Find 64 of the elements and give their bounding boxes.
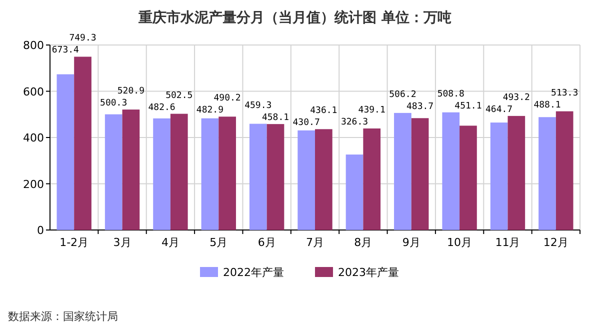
bar [508,116,526,230]
x-tick-label: 9月 [402,236,420,249]
x-tick-label: 11月 [495,236,520,249]
legend-label: 2022年产量 [223,266,284,279]
data-label: 749.3 [69,34,96,44]
x-tick-label: 8月 [354,236,372,249]
chart-title: 重庆市水泥产量分月（当月值）统计图 单位：万吨 [138,9,452,26]
bar [122,110,140,230]
bar [315,129,332,230]
bar [490,122,508,230]
bar [538,117,556,230]
data-label: 458.1 [262,112,290,123]
bar [218,116,236,230]
bar [346,154,364,230]
y-tick-label: 600 [23,85,44,98]
bar [363,128,381,230]
data-label: 459.3 [244,100,272,111]
data-label: 439.1 [358,105,386,116]
x-tick-label: 10月 [447,236,472,249]
bar [249,124,267,230]
data-label: 488.1 [534,100,561,110]
bar [460,126,477,230]
legend-label: 2023年产量 [338,266,399,279]
data-label: 506.2 [389,90,416,100]
y-tick-label: 800 [23,39,44,52]
x-tick-label: 1-2月 [60,236,89,249]
data-label: 483.7 [406,102,434,112]
y-tick-label: 0 [37,224,44,237]
bar [201,118,219,230]
data-label: 500.3 [100,98,128,109]
bar [556,111,574,230]
bar [74,56,92,230]
bar [170,114,188,230]
data-label: 520.9 [117,86,144,97]
data-label: 490.2 [214,94,241,104]
bar [104,114,122,230]
data-label: 326.3 [340,117,368,128]
x-tick-label: 12月 [543,236,568,249]
source-note: 数据来源：国家统计局 [8,310,118,323]
x-tick-label: 6月 [258,236,276,249]
data-label: 430.7 [292,118,320,128]
data-label: 482.6 [148,102,176,113]
bar [266,124,284,230]
data-label: 513.3 [551,88,578,98]
data-label: 493.2 [502,92,530,103]
bar [298,130,315,230]
x-tick-label: 4月 [161,236,180,249]
bar [56,74,74,230]
data-label: 464.7 [486,104,513,115]
bar [442,112,460,230]
x-tick-label: 5月 [210,236,228,249]
data-label: 451.1 [454,101,482,112]
data-label: 502.5 [166,90,193,101]
bar [153,118,170,230]
data-label: 436.1 [310,106,338,116]
x-tick-label: 3月 [113,236,132,249]
data-label: 508.8 [437,89,464,100]
x-tick-label: 7月 [306,236,324,249]
data-label: 673.4 [52,46,79,56]
y-tick-label: 200 [23,178,44,191]
bar [394,112,412,230]
y-tick-label: 400 [23,132,44,144]
bar [411,118,429,230]
data-label: 482.9 [196,106,224,116]
